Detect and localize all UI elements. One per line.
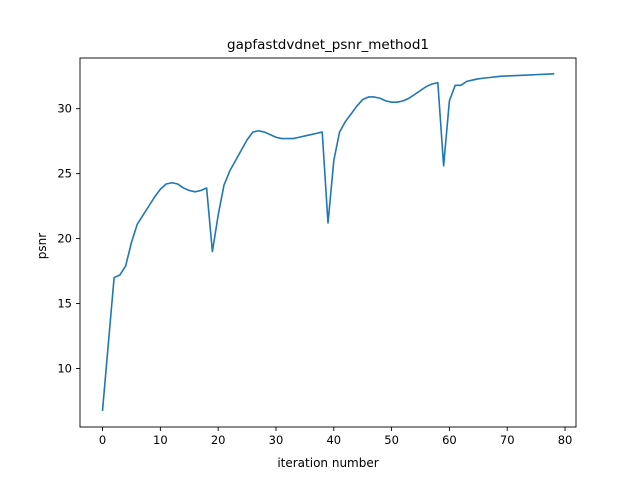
y-tick-label: 30 — [57, 102, 72, 116]
plot-area — [79, 57, 577, 428]
x-tick-label: 60 — [442, 433, 457, 447]
y-tick-label: 10 — [57, 362, 72, 376]
x-tick-label: 80 — [558, 433, 573, 447]
x-tick-label: 0 — [99, 433, 106, 447]
y-tick-label: 20 — [57, 232, 72, 246]
x-tick-label: 40 — [326, 433, 341, 447]
x-tick-label: 20 — [211, 433, 226, 447]
axes-frame — [79, 57, 577, 428]
chart-title: gapfastdvdnet_psnr_method1 — [227, 37, 429, 53]
x-tick-label: 10 — [153, 433, 168, 447]
x-tick-label: 30 — [269, 433, 284, 447]
x-tick-label: 50 — [384, 433, 399, 447]
y-axis-label: psnr — [35, 233, 49, 259]
y-tick-label: 25 — [57, 167, 72, 181]
axis-ticks: 0 10 20 30 40 50 60 70 80 10 15 20 25 30 — [57, 102, 572, 447]
y-tick-label: 15 — [57, 297, 72, 311]
series-line-0 — [101, 73, 555, 411]
x-axis-label: iteration number — [277, 456, 378, 470]
x-tick-label: 70 — [500, 433, 515, 447]
